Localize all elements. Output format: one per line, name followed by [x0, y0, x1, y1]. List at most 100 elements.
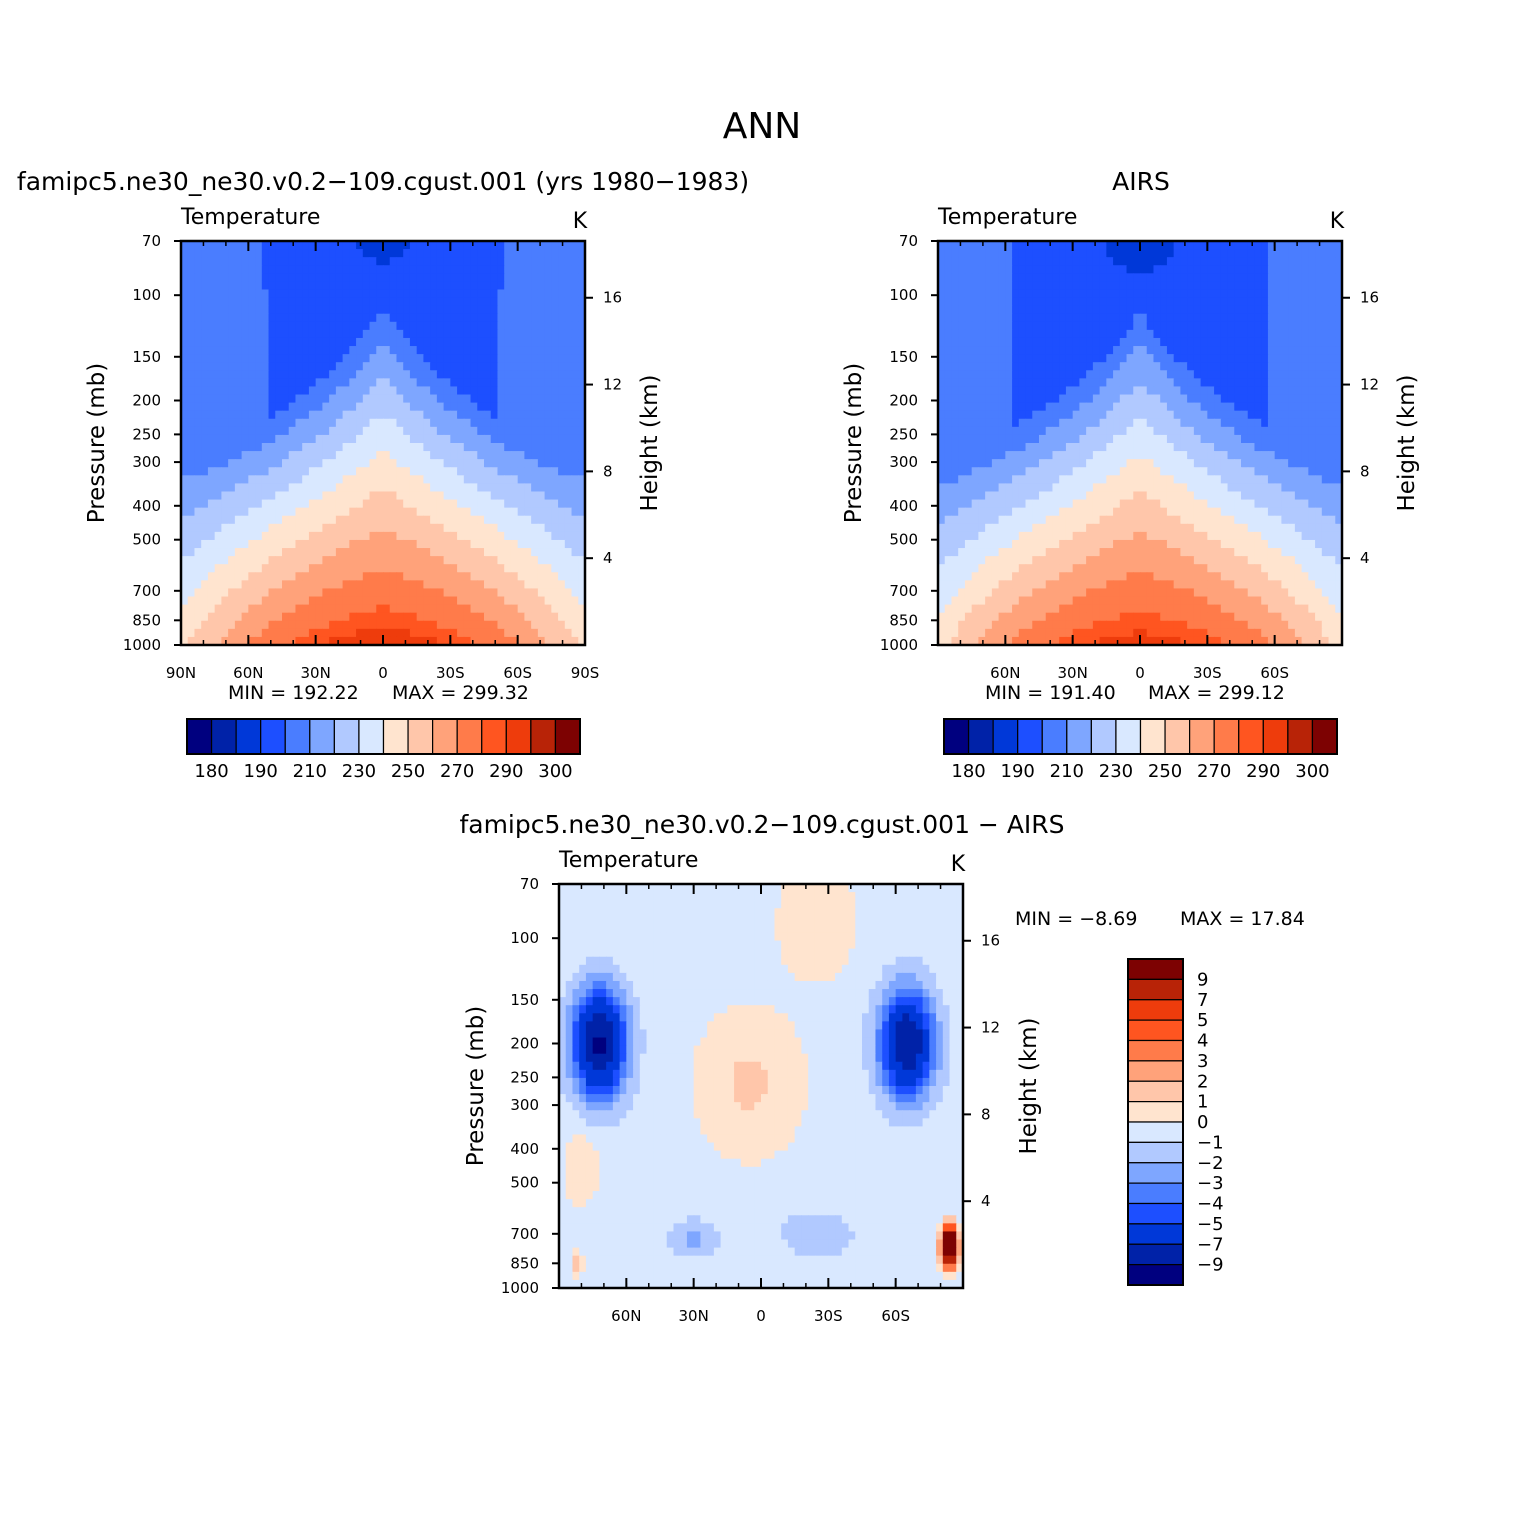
panel1-cell: [362, 523, 371, 533]
panel2-cell: [1079, 467, 1087, 476]
panel1-cell: [430, 539, 438, 549]
panel1-cell: [315, 329, 323, 339]
panel1-cell: [558, 507, 566, 517]
panel2-cell: [1012, 443, 1020, 452]
panel1-cell: [383, 491, 391, 501]
panel2-cell: [1288, 418, 1296, 428]
panel1-cell: [537, 418, 546, 428]
panel1-cell: [315, 451, 323, 460]
panel2-cell: [1072, 321, 1080, 331]
panel2-cell: [1025, 467, 1033, 476]
panel2-cell: [1113, 386, 1121, 396]
panel2-cell: [1261, 418, 1269, 428]
panel1-cell: [342, 337, 350, 347]
panel1-cell: [322, 443, 330, 452]
panel2-cell: [1153, 281, 1161, 291]
panel1-cell: [409, 451, 418, 460]
panel2-cell: [1153, 362, 1161, 371]
panel1-cell: [423, 491, 431, 501]
panel1-cell: [335, 370, 344, 379]
panel2-cell: [1321, 337, 1330, 347]
panel1-cell: [228, 337, 236, 347]
panel2-cell: [1005, 249, 1013, 258]
panel2-cell: [1153, 378, 1161, 388]
panel2-cell: [1140, 337, 1148, 347]
panel1-cell: [362, 281, 371, 291]
panel2-cell: [938, 467, 946, 476]
panel1-cell: [376, 612, 384, 622]
panel2-cell: [951, 241, 959, 250]
panel1-cell: [403, 467, 411, 476]
panel1-cell: [578, 523, 586, 533]
panel1-cell: [416, 539, 424, 549]
panel1-cell: [564, 257, 573, 266]
panel2-cell: [1214, 273, 1222, 282]
panel1-cell: [302, 257, 310, 266]
panel-model-ylabel: Pressure (mb): [84, 363, 110, 523]
panel1-cell: [423, 572, 431, 581]
panel1-cell: [423, 483, 431, 493]
panel2-cell: [1166, 273, 1175, 282]
panel2-cell: [1281, 313, 1289, 323]
panel2-cell: [998, 281, 1006, 291]
panel2-cell: [1193, 362, 1202, 371]
panel1-cell: [396, 515, 404, 525]
panel2-cell: [1308, 394, 1316, 404]
panel1-cell: [558, 475, 566, 484]
panel2-cell: [1281, 257, 1289, 266]
panel2-cell: [1092, 370, 1101, 379]
panel1-cell: [537, 346, 546, 355]
panel2-cell: [1059, 459, 1067, 468]
panel1-cell: [470, 241, 478, 250]
panel1-cell: [409, 329, 418, 339]
panel2-cell: [1294, 459, 1303, 468]
panel2-cell: [938, 378, 946, 388]
panel1-cell: [228, 491, 236, 501]
panel1-cell: [463, 475, 472, 484]
panel1-cell: [544, 604, 552, 614]
panel1-cell: [396, 451, 404, 460]
panel1-cell: [349, 459, 357, 468]
panel2-cell: [1039, 443, 1047, 452]
panel1-cell: [416, 451, 424, 460]
panel1-cell: [409, 289, 418, 299]
panel1-cell: [322, 354, 330, 363]
panel2-cell: [1119, 443, 1128, 452]
panel1-cell: [194, 386, 202, 396]
panel1-cell: [248, 531, 256, 541]
panel1-cell: [443, 370, 451, 379]
panel1-cell: [423, 539, 431, 549]
panel1-cell: [389, 394, 398, 404]
panel1-cell: [430, 588, 438, 598]
panel1-cell: [558, 628, 566, 638]
panel2-cell: [1113, 297, 1121, 307]
panel1-cell: [207, 241, 216, 250]
panel2-cell: [1328, 459, 1336, 468]
panel1-cell: [436, 329, 445, 339]
panel1-cell: [504, 515, 512, 525]
panel1-cell: [181, 483, 189, 493]
panel2-cell: [1072, 362, 1080, 371]
panel1-cell: [349, 426, 357, 436]
panel2-cell: [1220, 394, 1229, 404]
panel1-cell: [207, 297, 216, 307]
panel1-cell: [282, 612, 290, 622]
panel1-cell: [187, 451, 196, 460]
panel1-cell: [497, 539, 505, 549]
panel1-cell: [477, 281, 485, 291]
panel2-cell: [1153, 313, 1161, 323]
panel1-cell: [241, 321, 249, 331]
panel1-cell: [403, 329, 411, 339]
panel2-cell: [1321, 265, 1330, 274]
panel1-cell: [248, 459, 256, 468]
panel1-cell: [544, 410, 552, 420]
panel1-cell: [187, 548, 196, 557]
panel1-cell: [403, 297, 411, 307]
panel1-cell: [268, 612, 276, 622]
panel1-cell: [275, 337, 283, 347]
panel1-cell: [194, 620, 202, 630]
panel2-cell: [1193, 265, 1202, 274]
panel1-cell: [558, 539, 566, 549]
panel2-cell: [1166, 249, 1175, 258]
panel2-cell: [991, 443, 1000, 452]
